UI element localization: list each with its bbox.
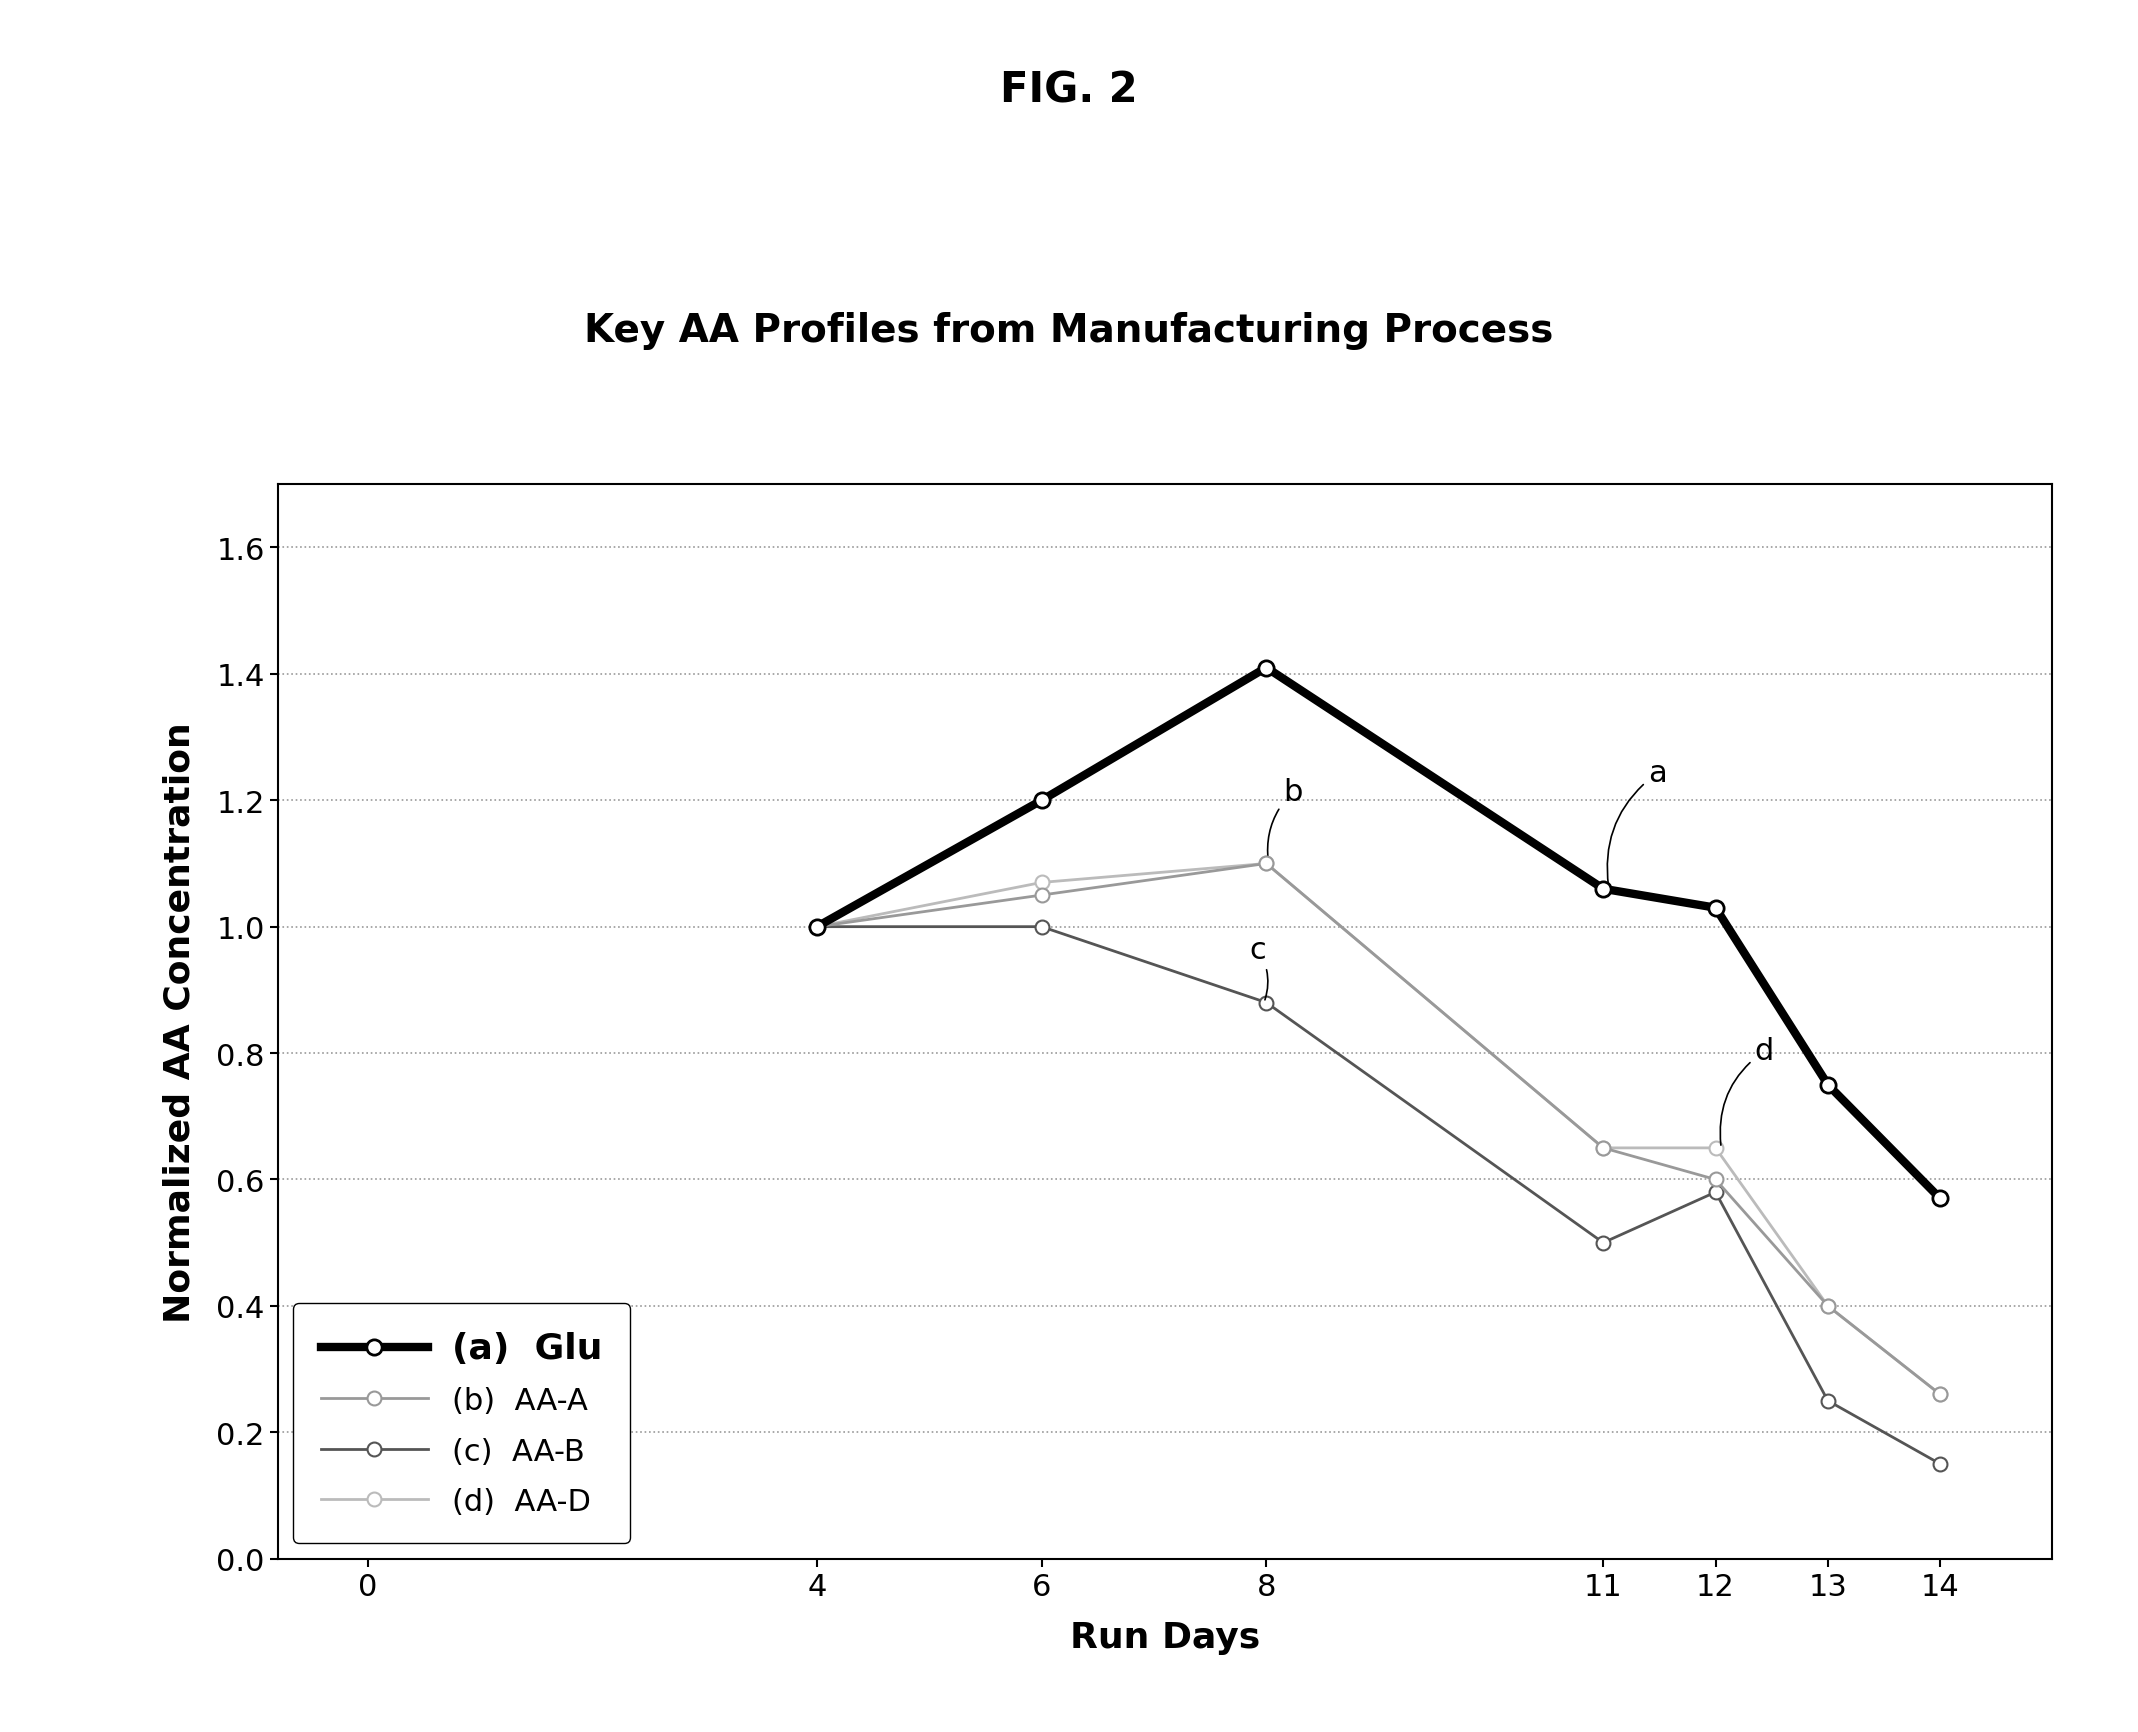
- Text: FIG. 2: FIG. 2: [1001, 69, 1137, 111]
- Text: c: c: [1249, 935, 1268, 1001]
- Text: b: b: [1268, 778, 1302, 861]
- X-axis label: Run Days: Run Days: [1071, 1621, 1259, 1654]
- Text: a: a: [1608, 759, 1668, 887]
- Text: Key AA Profiles from Manufacturing Process: Key AA Profiles from Manufacturing Proce…: [584, 312, 1554, 350]
- Text: d: d: [1721, 1037, 1775, 1145]
- Y-axis label: Normalized AA Concentration: Normalized AA Concentration: [162, 722, 197, 1322]
- Legend: (a)  Glu, (b)  AA-A, (c)  AA-B, (d)  AA-D: (a) Glu, (b) AA-A, (c) AA-B, (d) AA-D: [293, 1304, 631, 1543]
